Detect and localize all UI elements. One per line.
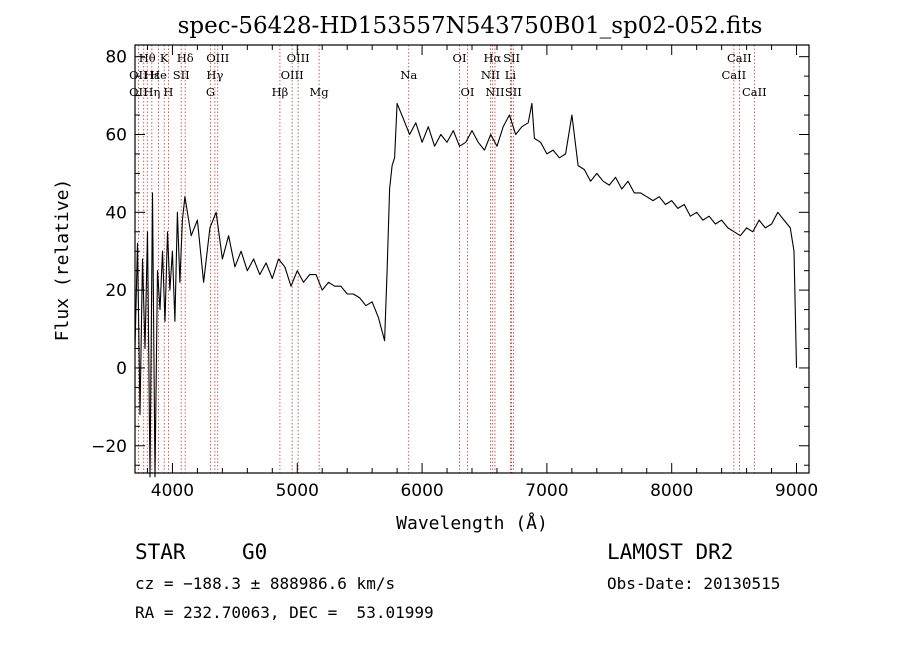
survey-name: LAMOST DR2 [607, 540, 734, 564]
plot-frame [134, 44, 810, 474]
line-label: Hθ [139, 51, 156, 65]
line-label: CaII [727, 51, 752, 65]
spectral-line-markers [137, 45, 755, 473]
axis-ticks [135, 45, 809, 473]
x-axis-label: Wavelength (Å) [396, 512, 548, 534]
x-tick-label: 9000 [775, 481, 818, 501]
coordinates-text: RA = 232.70063, DEC = 53.01999 [135, 603, 434, 622]
spectrum-line [134, 102, 798, 478]
line-label: Hβ [272, 85, 289, 99]
line-label: OIII [206, 51, 229, 65]
line-label: Hα [483, 51, 501, 65]
y-tick-labels: −20 0 20 40 60 80 [91, 48, 127, 457]
line-label: SII [505, 85, 522, 99]
line-label: Li [505, 68, 517, 82]
line-label: OIII [287, 51, 310, 65]
chart-title: spec-56428-HD153557N543750B01_sp02-052.f… [178, 13, 763, 39]
x-tick-label: 5000 [276, 481, 319, 501]
line-label: SII [503, 51, 520, 65]
x-tick-label: 7000 [525, 481, 568, 501]
y-tick-label: 40 [105, 203, 127, 223]
line-label: Hδ [177, 51, 194, 65]
x-tick-label: 8000 [650, 481, 693, 501]
line-label: CaII [721, 68, 746, 82]
y-tick-label: −20 [91, 437, 127, 457]
line-label: OI [461, 85, 475, 99]
x-tick-label: 6000 [400, 481, 443, 501]
line-label: Hη [143, 85, 160, 99]
line-label: Na [400, 68, 417, 82]
line-label: OII [129, 68, 148, 82]
y-tick-label: 0 [116, 359, 127, 379]
y-tick-label: 60 [105, 125, 127, 145]
y-axis-label: Flux (relative) [52, 179, 73, 342]
object-class: STAR [135, 540, 186, 564]
line-label: NII [485, 85, 504, 99]
line-label: H [163, 85, 173, 99]
line-label: K [160, 51, 169, 65]
line-label: Mg [310, 85, 330, 99]
y-tick-label: 20 [105, 281, 127, 301]
line-label: CaII [742, 85, 767, 99]
velocity-text: cz = −188.3 ± 888986.6 km/s [135, 574, 396, 593]
line-label: OIII [281, 68, 304, 82]
line-label: OII [129, 85, 148, 99]
x-tick-label: 4000 [151, 481, 194, 501]
obs-date: Obs-Date: 20130515 [607, 574, 781, 593]
y-tick-label: 80 [105, 48, 127, 68]
line-label: SII [173, 68, 190, 82]
line-label: Hγ [206, 68, 223, 82]
line-label: He [150, 68, 167, 82]
line-label: Hε [144, 68, 160, 82]
line-label: G [206, 85, 215, 99]
object-subclass: G0 [242, 540, 268, 564]
line-label: OI [453, 51, 467, 65]
x-tick-labels: 4000 5000 6000 7000 8000 9000 [151, 481, 818, 501]
line-label: NII [481, 68, 500, 82]
